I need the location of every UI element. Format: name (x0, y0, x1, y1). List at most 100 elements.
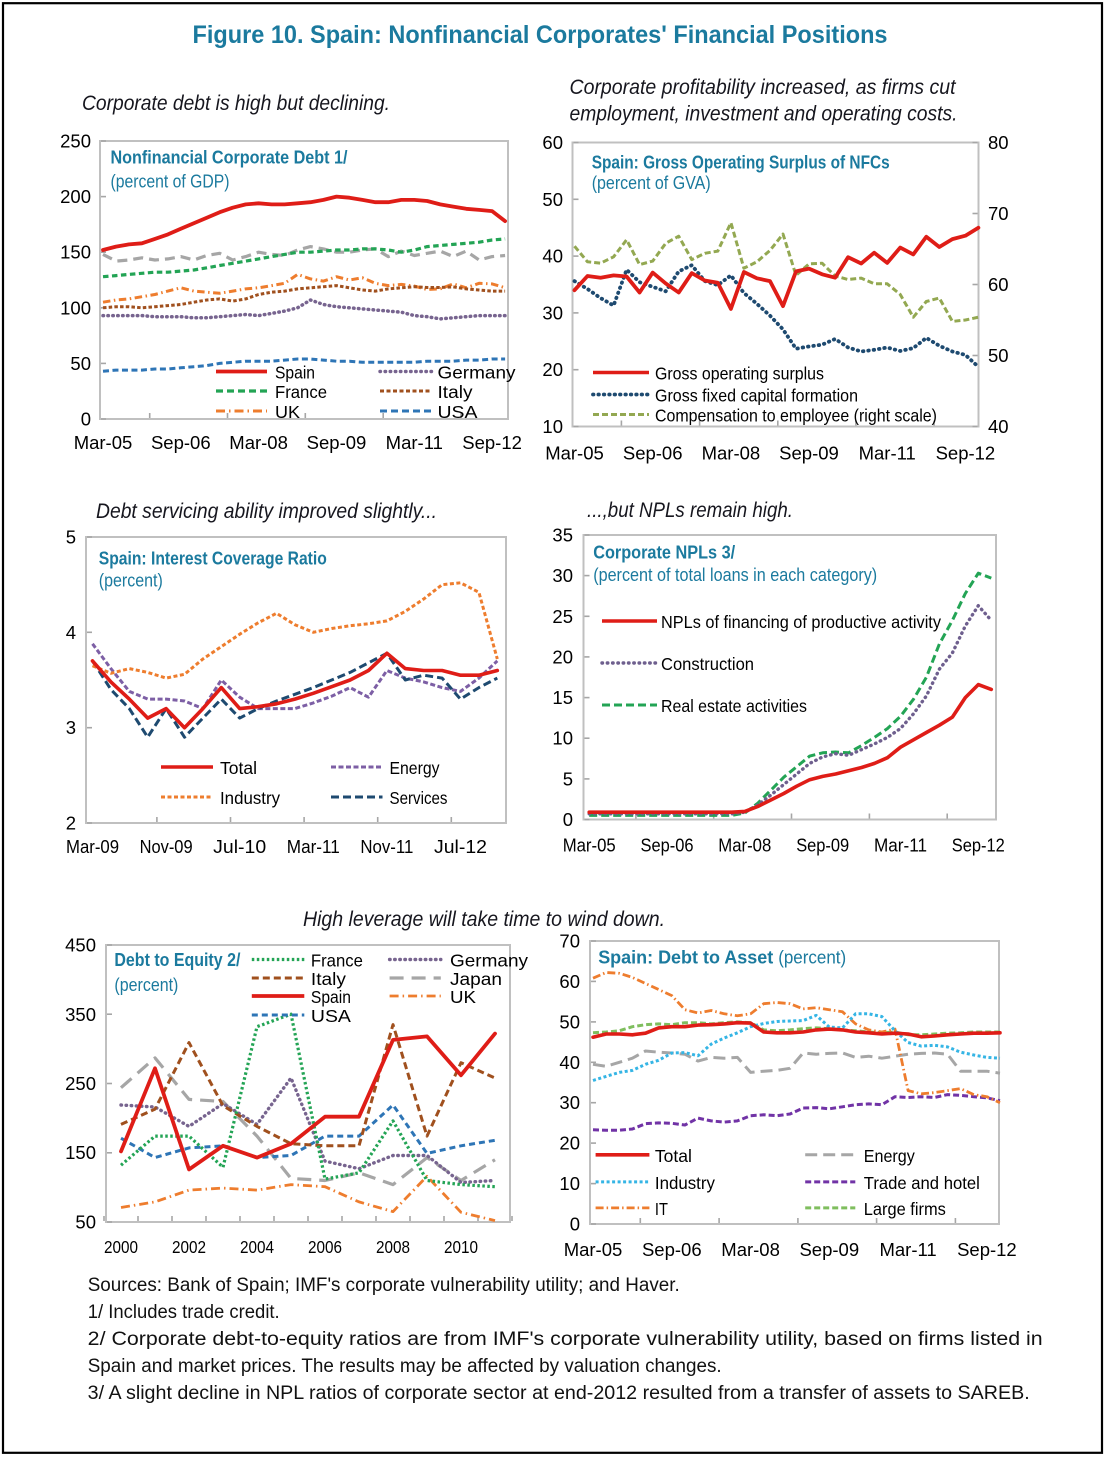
svg-text:40: 40 (542, 246, 563, 267)
svg-text:1/ Includes trade credit.: 1/ Includes trade credit. (88, 1302, 280, 1323)
svg-text:Spain and market prices. The r: Spain and market prices. The results may… (88, 1356, 722, 1377)
svg-text:Industry: Industry (655, 1173, 715, 1193)
svg-text:Jul-10: Jul-10 (213, 837, 266, 857)
svg-text:Sep-09: Sep-09 (799, 1239, 859, 1260)
svg-text:50: 50 (988, 345, 1009, 366)
svg-text:2004: 2004 (240, 1237, 274, 1257)
svg-text:50: 50 (75, 1212, 96, 1233)
svg-text:3/ A slight decline in NPL rat: 3/ A slight decline in NPL ratios of cor… (88, 1383, 1030, 1404)
svg-text:Mar-08: Mar-08 (721, 1239, 780, 1260)
svg-text:2010: 2010 (444, 1237, 478, 1257)
svg-text:2006: 2006 (308, 1237, 342, 1257)
svg-text:Mar-05: Mar-05 (563, 836, 616, 856)
svg-text:4: 4 (66, 622, 76, 643)
svg-text:20: 20 (552, 646, 573, 667)
svg-text:Industry: Industry (220, 788, 280, 808)
svg-text:Energy: Energy (864, 1146, 915, 1166)
svg-text:Sep-06: Sep-06 (151, 432, 211, 453)
svg-text:15: 15 (552, 687, 573, 708)
svg-text:40: 40 (988, 416, 1009, 437)
svg-text:UK: UK (275, 402, 300, 422)
svg-text:Mar-11: Mar-11 (879, 1239, 936, 1260)
svg-text:5: 5 (563, 768, 573, 789)
svg-text:150: 150 (65, 1142, 96, 1163)
svg-text:Mar-05: Mar-05 (74, 432, 133, 453)
svg-text:Corporate NPLs 3/: Corporate NPLs 3/ (593, 542, 735, 563)
svg-text:Spain: Debt to Asset: Spain: Debt to Asset (598, 947, 773, 968)
svg-text:USA: USA (438, 402, 478, 422)
svg-text:50: 50 (542, 189, 563, 210)
svg-text:...,but NPLs remain high.: ...,but NPLs remain high. (587, 499, 793, 522)
svg-text:2002: 2002 (172, 1237, 206, 1257)
svg-text:70: 70 (559, 931, 580, 952)
svg-text:Germany: Germany (450, 951, 528, 971)
svg-text:Sep-09: Sep-09 (779, 443, 839, 464)
svg-text:Sep-06: Sep-06 (641, 836, 694, 856)
svg-text:3: 3 (66, 717, 76, 738)
svg-text:(percent of GDP): (percent of GDP) (111, 171, 230, 192)
svg-text:Sep-12: Sep-12 (936, 443, 996, 464)
svg-text:USA: USA (311, 1006, 351, 1026)
svg-text:150: 150 (60, 242, 91, 263)
svg-text:Sep-09: Sep-09 (796, 836, 849, 856)
svg-text:Large firms: Large firms (864, 1199, 946, 1219)
svg-text:0: 0 (81, 409, 91, 430)
svg-text:Italy: Italy (438, 382, 473, 402)
svg-text:Mar-05: Mar-05 (545, 443, 604, 464)
svg-text:Sep-12: Sep-12 (462, 432, 522, 453)
svg-text:250: 250 (65, 1073, 96, 1094)
svg-text:Mar-05: Mar-05 (564, 1239, 623, 1260)
svg-text:Mar-11: Mar-11 (386, 432, 443, 453)
svg-text:Mar-11: Mar-11 (874, 836, 927, 856)
svg-text:40: 40 (559, 1052, 580, 1073)
svg-text:2: 2 (66, 813, 76, 834)
svg-text:Construction: Construction (661, 654, 754, 674)
svg-text:20: 20 (542, 359, 563, 380)
svg-text:Mar-09: Mar-09 (66, 837, 119, 857)
svg-text:Nov-11: Nov-11 (360, 837, 413, 857)
svg-text:Sep-06: Sep-06 (642, 1239, 702, 1260)
svg-text:Sep-06: Sep-06 (623, 443, 683, 464)
svg-text:60: 60 (559, 971, 580, 992)
svg-text:Debt servicing ability improve: Debt servicing ability improved slightly… (96, 500, 437, 523)
svg-text:35: 35 (552, 525, 573, 546)
svg-text:Spain: Spain (311, 987, 351, 1007)
svg-text:Spain: Interest Coverage Ratio: Spain: Interest Coverage Ratio (99, 548, 327, 569)
svg-text:IT: IT (655, 1199, 668, 1219)
svg-text:Total: Total (655, 1146, 692, 1166)
svg-text:France: France (311, 951, 363, 971)
svg-text:2000: 2000 (104, 1237, 138, 1257)
svg-text:Trade and hotel: Trade and hotel (864, 1173, 980, 1193)
svg-text:10: 10 (552, 728, 573, 749)
svg-text:50: 50 (559, 1011, 580, 1032)
svg-text:350: 350 (65, 1004, 96, 1025)
svg-text:25: 25 (552, 606, 573, 627)
svg-text:(percent): (percent) (778, 947, 846, 968)
svg-text:NPLs of financing of productiv: NPLs of financing of productive activity (661, 612, 941, 632)
svg-text:70: 70 (988, 203, 1009, 224)
svg-text:30: 30 (559, 1092, 580, 1113)
svg-text:Sep-09: Sep-09 (307, 432, 367, 453)
svg-text:250: 250 (60, 131, 91, 152)
svg-text:5: 5 (66, 527, 76, 548)
svg-text:(percent of total loans in eac: (percent of total loans in each category… (593, 564, 877, 585)
svg-text:Spain: Spain (275, 363, 315, 383)
svg-text:Mar-08: Mar-08 (229, 432, 288, 453)
svg-text:Italy: Italy (311, 969, 346, 989)
svg-text:10: 10 (542, 416, 563, 437)
svg-text:20: 20 (559, 1133, 580, 1154)
svg-text:50: 50 (70, 353, 91, 374)
svg-text:employment, investment and ope: employment, investment and operating cos… (570, 103, 958, 126)
svg-text:Total: Total (220, 758, 257, 778)
svg-text:France: France (275, 382, 327, 402)
svg-text:(percent of GVA): (percent of GVA) (592, 172, 711, 193)
svg-text:2008: 2008 (376, 1237, 410, 1257)
svg-text:100: 100 (60, 297, 91, 318)
svg-text:0: 0 (570, 1214, 580, 1235)
svg-text:Real estate activities: Real estate activities (661, 696, 807, 716)
svg-text:Corporate debt is high but dec: Corporate debt is high but declining. (82, 92, 390, 115)
svg-text:2/ Corporate debt-to-equity ra: 2/ Corporate debt-to-equity ratios are f… (88, 1329, 1043, 1350)
svg-text:10: 10 (559, 1173, 580, 1194)
svg-text:60: 60 (542, 132, 563, 153)
svg-text:Debt to Equity 2/: Debt to Equity 2/ (114, 949, 240, 970)
